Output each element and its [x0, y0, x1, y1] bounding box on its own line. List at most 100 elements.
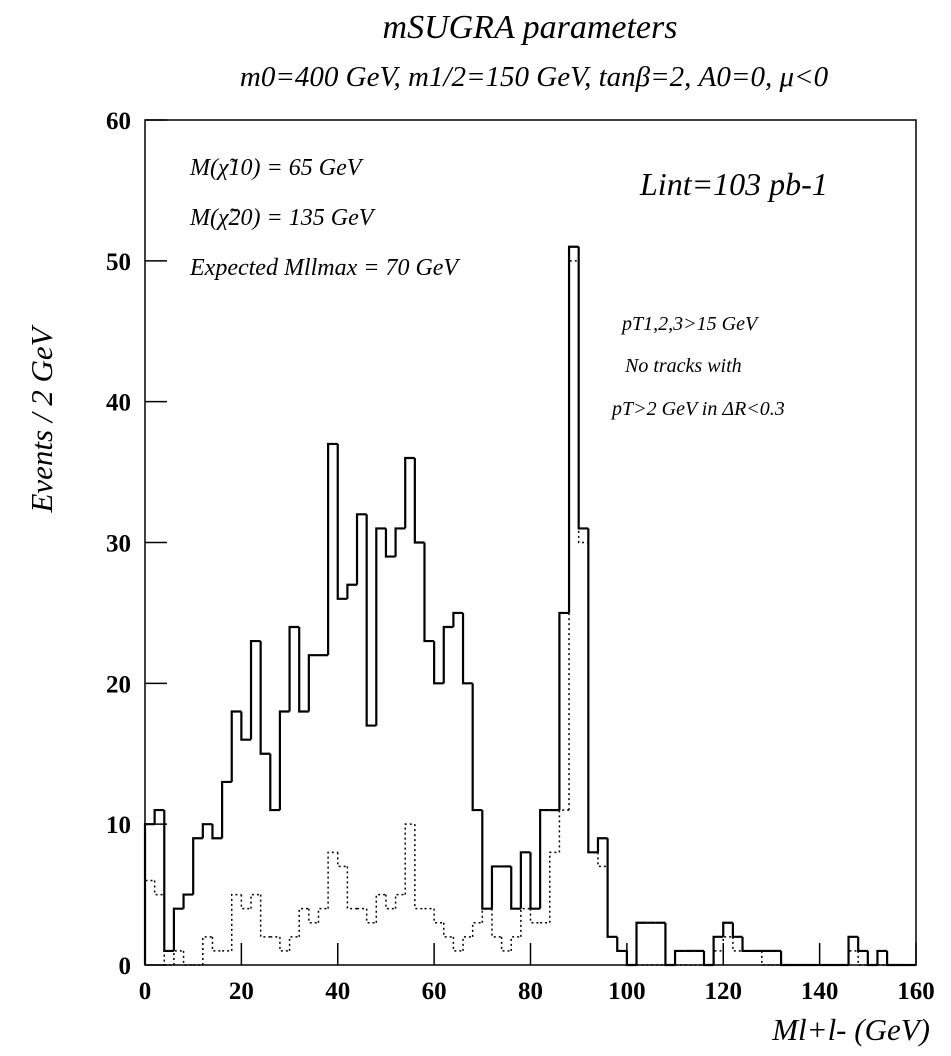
histogram-bin: [500, 936, 512, 952]
histogram-bin: [577, 246, 589, 530]
y-axis-label: Events / 2 GeV: [24, 324, 59, 513]
y-tick-label: 60: [106, 108, 131, 135]
annotation: pT>2 GeV in ΔR<0.3: [610, 398, 785, 420]
histogram-bin: [404, 823, 415, 895]
histogram-bin: [876, 949, 888, 965]
histogram-bin: [722, 936, 733, 951]
histogram-bin: [857, 936, 868, 953]
histogram-bin: [249, 639, 261, 740]
histogram-bin: [182, 893, 194, 909]
histogram-bin: [394, 893, 406, 909]
histogram-bin: [635, 921, 647, 965]
x-tick-label: 160: [897, 978, 935, 1005]
histogram-bin: [587, 528, 598, 854]
histogram-bin: [173, 950, 184, 965]
histogram-bin: [182, 950, 194, 966]
histogram-bin: [549, 851, 560, 923]
histogram-bin: [519, 851, 531, 909]
histogram-bin: [606, 838, 618, 938]
histogram-bin: [471, 922, 483, 937]
histogram-bin: [384, 528, 396, 558]
histogram-bin: [269, 753, 280, 812]
histogram-bin: [385, 894, 396, 910]
histogram-bin: [308, 908, 319, 924]
histogram-bin: [336, 443, 348, 600]
histogram-bin: [279, 936, 290, 952]
histogram-bin: [712, 935, 724, 965]
histogram-bin: [490, 865, 502, 909]
histogram-bin: [481, 810, 492, 910]
histogram-bin: [230, 710, 242, 782]
histogram-bin: [278, 710, 290, 811]
y-tick-label: 30: [106, 531, 131, 558]
histogram-bin: [433, 641, 444, 685]
histogram-bin: [847, 950, 859, 965]
histogram-bin: [443, 922, 454, 938]
histogram-bin: [664, 922, 676, 967]
histogram-bin: [375, 893, 386, 923]
histogram-bin: [346, 583, 358, 599]
histogram-bin: [577, 260, 589, 544]
histogram-bin: [355, 513, 367, 585]
histogram-bin: [857, 950, 868, 966]
histogram-bin: [452, 936, 464, 952]
histogram-bin: [616, 936, 627, 952]
histogram-bin: [307, 654, 319, 712]
histogram-bin: [230, 893, 242, 951]
histogram-bin: [298, 627, 309, 713]
histogram-bin: [520, 907, 531, 937]
histogram-bin: [587, 542, 598, 854]
histogram-bin: [423, 542, 435, 643]
chart-subtitle: m0=400 GeV, m1/2=150 GeV, tanβ=2, A0=0, …: [240, 61, 829, 93]
histogram-bin: [626, 950, 637, 966]
histogram-bin: [375, 527, 386, 726]
histogram-bin: [567, 245, 579, 613]
histogram-bin: [461, 612, 473, 685]
histogram-bin: [394, 527, 406, 557]
histogram-bin: [327, 851, 338, 909]
histogram-bin: [221, 780, 232, 839]
histogram-bin: [288, 936, 300, 951]
histogram-bin: [722, 921, 733, 937]
histogram-bin: [163, 894, 174, 966]
annotation: M(χ̃10) = 65 GeV: [189, 155, 364, 181]
x-tick-label: 60: [422, 978, 447, 1005]
y-tick-label: 10: [106, 812, 131, 839]
plot-frame: [144, 119, 917, 966]
histogram-bin: [433, 908, 444, 924]
histogram-bin: [510, 936, 521, 951]
histogram-bin: [288, 625, 300, 712]
annotation: M(χ̃20) = 135 GeV: [189, 205, 376, 231]
histogram-bin: [250, 893, 261, 909]
histogram-bin: [327, 442, 338, 656]
histogram-bin: [481, 907, 492, 923]
histogram-bin: [317, 907, 329, 923]
x-tick-label: 20: [229, 978, 254, 1005]
x-tick-label: 120: [705, 978, 743, 1005]
histogram-bin: [616, 936, 627, 953]
histogram-bin: [211, 824, 223, 840]
histogram-bin: [491, 908, 502, 938]
x-tick-label: 100: [608, 978, 646, 1005]
histogram-bin: [529, 908, 541, 924]
histogram-bin: [761, 950, 772, 966]
histogram-bin: [172, 907, 184, 951]
histogram-bin: [153, 880, 165, 896]
annotation: pT1,2,3>15 GeV: [620, 313, 760, 335]
histogram-bin: [153, 808, 165, 825]
histogram-bin: [702, 950, 714, 967]
histogram-bin: [163, 810, 174, 953]
histogram-bin: [192, 837, 203, 895]
histogram-bin: [240, 894, 252, 910]
histogram-bin: [337, 852, 348, 868]
histogram-bin: [144, 879, 155, 965]
histogram-bin: [731, 922, 743, 938]
histogram-bin: [298, 907, 309, 937]
histogram-bin: [365, 908, 377, 924]
histogram-bin: [625, 950, 637, 967]
annotation: No tracks with: [624, 355, 742, 377]
histogram-bin: [558, 809, 570, 853]
histogram-bin: [365, 514, 377, 727]
histogram-bin: [202, 936, 213, 965]
